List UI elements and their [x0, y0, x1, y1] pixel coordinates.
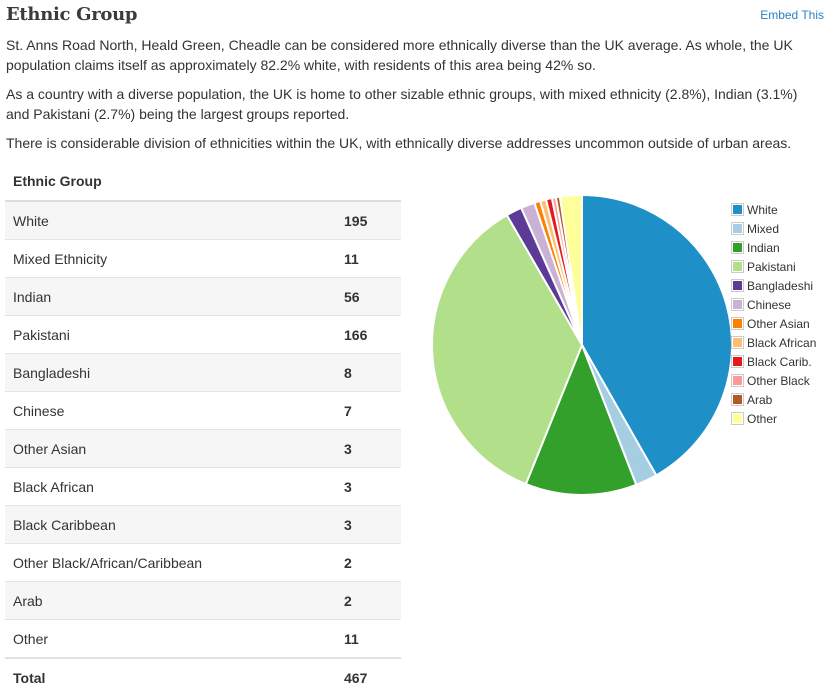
legend-item: Other Black: [731, 371, 816, 390]
row-label: White: [13, 212, 49, 229]
legend-item: Black African: [731, 333, 817, 352]
legend-swatch: [731, 393, 744, 406]
legend-label: Pakistani: [747, 259, 796, 274]
legend-item: Mixed: [731, 219, 816, 238]
table-header: Ethnic Group: [5, 163, 401, 202]
table-total-row: Total 467: [5, 658, 401, 696]
ethnic-group-pie-chart: [431, 193, 733, 496]
legend-item: Bangladeshi: [731, 276, 816, 295]
legend-label: Black African: [747, 335, 817, 350]
legend-swatch: [731, 374, 744, 387]
row-label: Arab: [13, 592, 43, 609]
intro-paragraph-1: St. Anns Road North, Heald Green, Cheadl…: [6, 37, 793, 73]
legend-label: Bangladeshi: [747, 278, 814, 293]
table-row: Other Black/African/Caribbean 2: [5, 544, 401, 582]
table-row: Other Asian 3: [5, 430, 401, 468]
legend-swatch: [731, 336, 744, 349]
legend-label: Other Asian: [747, 316, 810, 331]
row-value: 166: [344, 326, 368, 343]
row-value: 11: [344, 250, 359, 267]
row-value: 2: [344, 554, 352, 571]
row-value: 2: [344, 592, 352, 609]
row-label: Mixed Ethnicity: [13, 250, 108, 267]
legend-swatch: [731, 317, 744, 330]
legend-item: Indian: [731, 238, 816, 257]
row-label: Other: [13, 630, 49, 647]
legend-swatch: [731, 412, 744, 425]
table-row: Chinese 7: [5, 392, 401, 430]
row-label: Other Black/African/Caribbean: [13, 554, 203, 571]
intro-paragraph-3: There is considerable division of ethnic…: [6, 135, 792, 151]
table-row: Other 11: [5, 620, 401, 658]
legend-swatch: [731, 203, 744, 216]
table-row: White 195: [5, 202, 401, 240]
row-label: Indian: [13, 288, 52, 305]
legend-swatch: [731, 222, 744, 235]
legend-label: Black Carib.: [747, 354, 812, 369]
legend-item: Pakistani: [731, 257, 816, 276]
table-row: Arab 2: [5, 582, 401, 620]
legend-item: Chinese: [731, 295, 816, 314]
table-row: Black African 3: [5, 468, 401, 506]
legend-item: Other Asian: [731, 314, 816, 333]
ethnic-group-table: Ethnic Group White 195 Mixed Ethnicity 11 In…: [5, 163, 401, 696]
row-value: 3: [344, 516, 352, 533]
table-row: Pakistani 166: [5, 316, 401, 354]
legend-label: White: [747, 202, 778, 217]
row-label: Bangladeshi: [13, 364, 91, 381]
chart-legend: White Mixed Indian Pakistani Bangladeshi Chin…: [731, 200, 817, 428]
table-row: Bangladeshi 8: [5, 354, 401, 392]
row-label: Other Asian: [13, 440, 87, 457]
legend-item: Other: [731, 409, 816, 428]
pie-slice-white: [581, 193, 733, 477]
pie-slice-pakistani: [431, 213, 584, 486]
row-label: Pakistani: [13, 326, 70, 343]
legend-item: Black Carib.: [731, 352, 816, 371]
row-value: 56: [344, 288, 360, 305]
embed-link[interactable]: Embed This: [760, 8, 824, 22]
legend-item: Arab: [731, 390, 816, 409]
row-value: 195: [344, 212, 368, 229]
legend-label: Chinese: [747, 297, 792, 312]
row-value: 3: [344, 478, 352, 495]
row-value: 8: [344, 364, 352, 381]
row-label: Black Caribbean: [13, 516, 116, 533]
table-row: Mixed Ethnicity 11: [5, 240, 401, 278]
table-row: Indian 56: [5, 278, 401, 316]
table-body: White 195 Mixed Ethnicity 11 Indian 56 Pakista…: [5, 202, 401, 658]
legend-swatch: [731, 279, 744, 292]
pie-slice-other: [558, 193, 583, 346]
total-value: 467: [344, 669, 368, 686]
legend-item: White: [731, 200, 816, 219]
total-label: Total: [13, 669, 46, 686]
pie-slice-indian: [524, 342, 638, 496]
row-label: Chinese: [13, 402, 65, 419]
row-value: 3: [344, 440, 352, 457]
legend-label: Other: [747, 411, 778, 426]
intro-paragraph-2: As a country with a diverse population, …: [6, 86, 798, 122]
row-value: 7: [344, 402, 352, 419]
legend-swatch: [731, 241, 744, 254]
table-row: Black Caribbean 3: [5, 506, 401, 544]
legend-label: Other Black: [747, 373, 810, 388]
legend-label: Mixed: [747, 221, 780, 236]
legend-label: Arab: [747, 392, 773, 407]
legend-swatch: [731, 260, 744, 273]
legend-swatch: [731, 355, 744, 368]
section-title: Ethnic Group: [6, 4, 138, 25]
legend-label: Indian: [747, 240, 780, 255]
legend-swatch: [731, 298, 744, 311]
row-value: 11: [344, 630, 359, 647]
row-label: Black African: [13, 478, 94, 495]
